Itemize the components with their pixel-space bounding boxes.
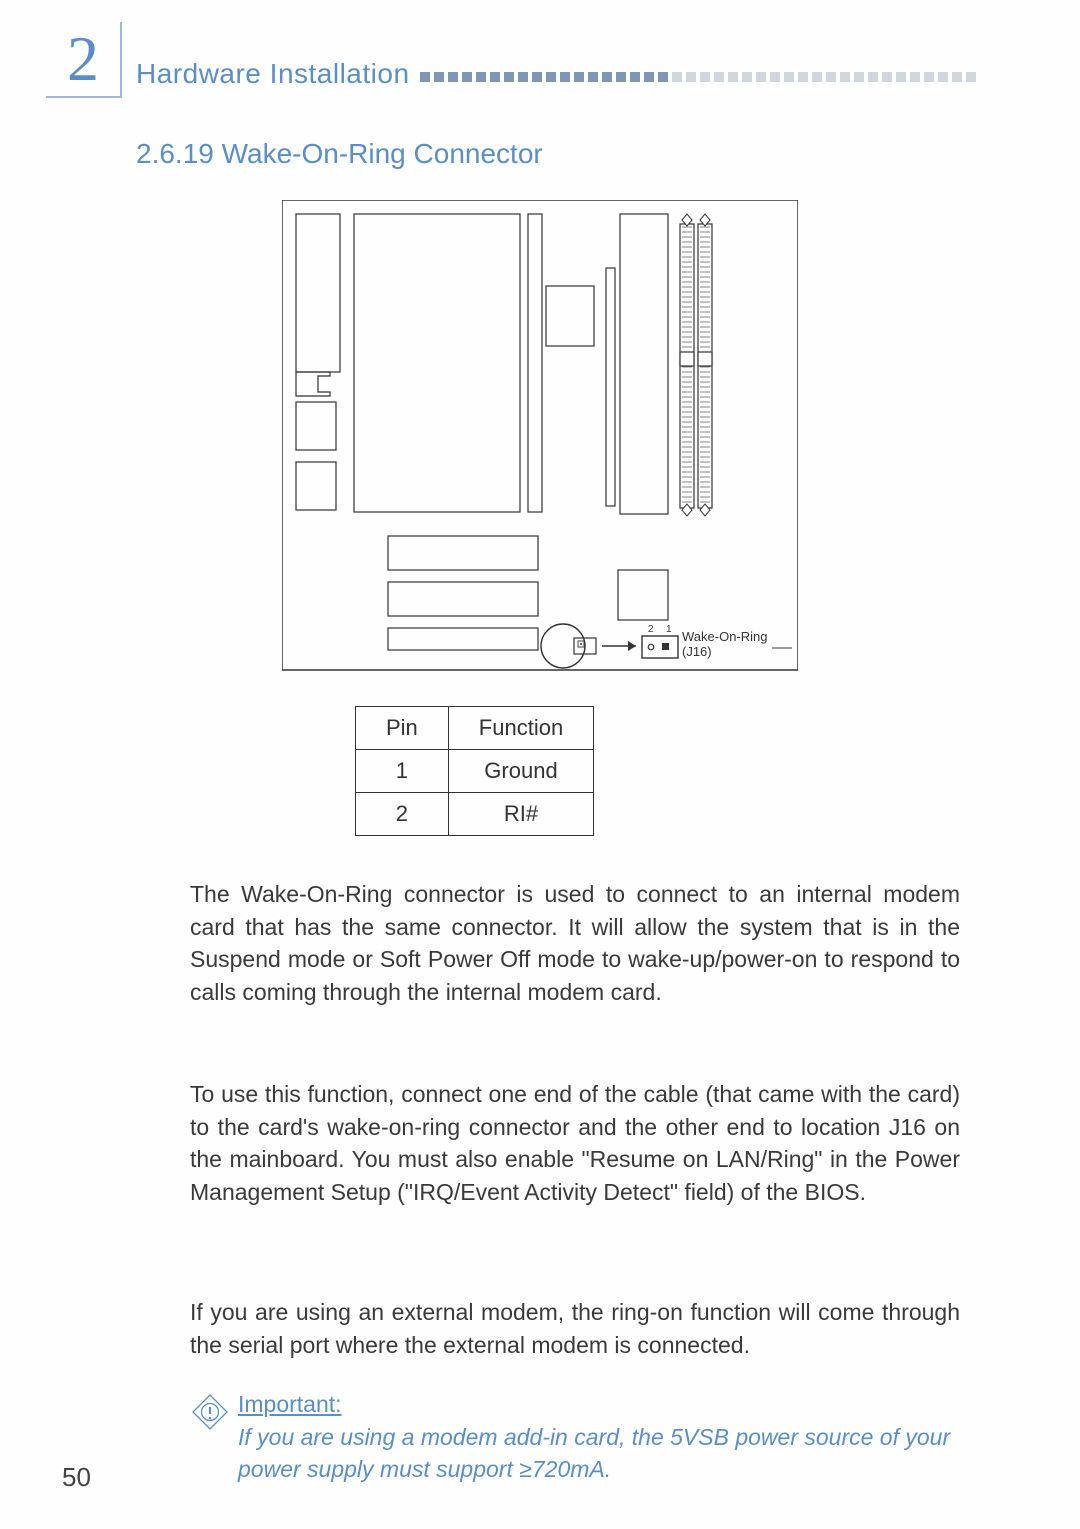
motherboard-diagram: 2 1 Wake-On-Ring(J16)	[282, 200, 798, 680]
body-paragraph-2: To use this function, connect one end of…	[190, 1078, 960, 1209]
important-label: Important:	[238, 1391, 342, 1417]
table-header-function: Function	[448, 707, 593, 750]
svg-text:Wake-On-Ring: Wake-On-Ring	[682, 629, 767, 644]
svg-text:(J16): (J16)	[682, 644, 712, 659]
table-row: 2 RI#	[356, 793, 594, 836]
table-cell: 1	[356, 750, 449, 793]
table-cell: 2	[356, 793, 449, 836]
svg-text:1: 1	[666, 624, 672, 635]
table-row: 1 Ground	[356, 750, 594, 793]
section-title: 2.6.19 Wake-On-Ring Connector	[136, 138, 543, 170]
important-block: Important: If you are using a modem add-…	[238, 1388, 958, 1486]
body-paragraph-3: If you are using an external modem, the …	[190, 1296, 960, 1361]
chapter-number: 2	[67, 22, 99, 96]
body-paragraph-1: The Wake-On-Ring connector is used to co…	[190, 878, 960, 1009]
table-header-row: Pin Function	[356, 707, 594, 750]
important-text: If you are using a modem add-in card, th…	[238, 1424, 950, 1483]
header-title: Hardware Installation	[136, 58, 410, 90]
page-number: 50	[62, 1462, 91, 1493]
table-cell: RI#	[448, 793, 593, 836]
table-cell: Ground	[448, 750, 593, 793]
table-header-pin: Pin	[356, 707, 449, 750]
header-dots	[420, 72, 976, 82]
pin-function-table: Pin Function 1 Ground 2 RI#	[355, 706, 594, 836]
svg-text:2: 2	[648, 624, 654, 635]
chapter-number-box: 2	[46, 22, 122, 98]
important-icon	[190, 1392, 230, 1432]
